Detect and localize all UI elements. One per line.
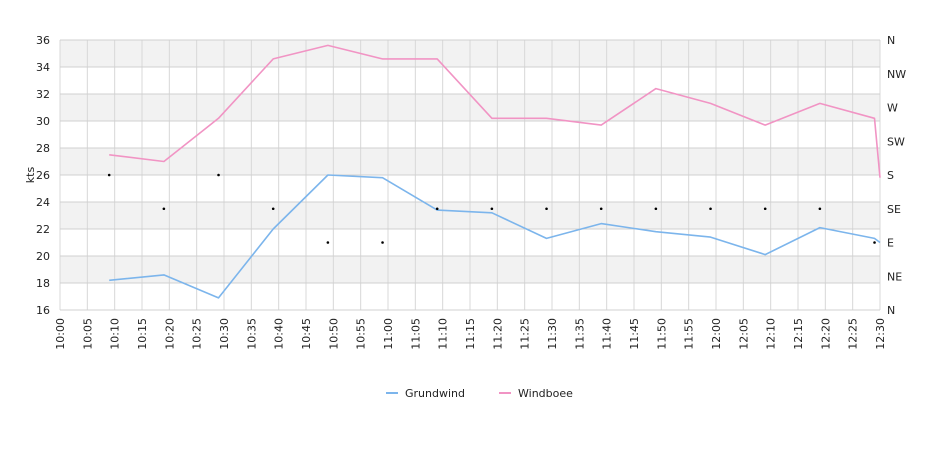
y2-tick-label: SW bbox=[887, 135, 905, 148]
legend[interactable]: Grundwind Windboee bbox=[386, 387, 573, 400]
y-axis-ticks: 16 18 20 22 24 26 28 30 32 34 36 bbox=[36, 34, 50, 317]
y2-tick-label: NW bbox=[887, 68, 906, 81]
y-tick-label: 28 bbox=[36, 142, 50, 155]
x-tick-label: 10:50 bbox=[327, 318, 340, 350]
direction-point bbox=[709, 207, 712, 211]
x-tick-label: 11:45 bbox=[628, 318, 641, 350]
direction-point bbox=[545, 207, 548, 211]
x-tick-label: 11:50 bbox=[655, 318, 668, 350]
x-tick-label: 11:05 bbox=[409, 318, 422, 350]
y-tick-label: 32 bbox=[36, 88, 50, 101]
x-tick-label: 11:25 bbox=[519, 318, 532, 350]
x-tick-label: 11:20 bbox=[491, 318, 504, 350]
x-tick-label: 10:30 bbox=[218, 318, 231, 350]
x-tick-label: 10:00 bbox=[54, 318, 67, 350]
x-tick-label: 11:15 bbox=[464, 318, 477, 350]
x-tick-label: 11:55 bbox=[683, 318, 696, 350]
x-axis-ticks: 10:00 10:05 10:10 10:15 10:20 10:25 10:30 10:35… bbox=[54, 318, 887, 350]
y-tick-label: 20 bbox=[36, 250, 50, 263]
y-tick-label: 26 bbox=[36, 169, 50, 182]
y-axis-label: kts bbox=[24, 167, 37, 184]
y-tick-label: 22 bbox=[36, 223, 50, 236]
x-tick-label: 12:30 bbox=[874, 318, 887, 350]
y2-tick-label: W bbox=[887, 102, 898, 115]
direction-point bbox=[873, 241, 876, 244]
x-tick-label: 10:55 bbox=[355, 318, 368, 350]
direction-point bbox=[381, 241, 384, 244]
x-tick-label: 11:00 bbox=[382, 318, 395, 350]
x-tick-label: 12:25 bbox=[847, 318, 860, 350]
direction-point bbox=[654, 207, 658, 211]
direction-point bbox=[818, 207, 822, 211]
direction-point bbox=[763, 207, 767, 211]
y-tick-label: 16 bbox=[36, 304, 50, 317]
x-tick-label: 12:10 bbox=[765, 318, 778, 350]
y2-tick-label: NE bbox=[887, 270, 902, 283]
direction-point bbox=[490, 207, 494, 211]
y-tick-label: 34 bbox=[36, 61, 50, 74]
series-lines bbox=[109, 44, 881, 299]
x-tick-label: 10:15 bbox=[136, 318, 149, 350]
legend-item[interactable]: Grundwind bbox=[386, 387, 465, 400]
legend-label: Windboee bbox=[518, 387, 573, 400]
direction-point bbox=[271, 207, 275, 211]
x-tick-label: 10:25 bbox=[191, 318, 204, 350]
direction-point bbox=[435, 207, 439, 211]
series-line[interactable] bbox=[109, 44, 881, 178]
x-tick-label: 10:20 bbox=[163, 318, 176, 350]
direction-point bbox=[162, 207, 166, 211]
y-tick-label: 36 bbox=[36, 34, 50, 47]
direction-markers bbox=[107, 173, 876, 244]
legend-item[interactable]: Windboee bbox=[499, 387, 573, 400]
direction-point bbox=[326, 241, 330, 244]
x-tick-label: 10:45 bbox=[300, 318, 313, 350]
y2-axis-direction-ticks: N NE E SE S SW W NW N bbox=[887, 34, 906, 317]
series-line[interactable] bbox=[109, 174, 881, 299]
x-tick-label: 12:00 bbox=[710, 318, 723, 350]
direction-point bbox=[107, 173, 111, 177]
x-tick-label: 11:30 bbox=[546, 318, 559, 350]
y2-tick-label: N bbox=[887, 34, 895, 47]
x-tick-label: 11:40 bbox=[601, 318, 614, 350]
legend-label: Grundwind bbox=[405, 387, 465, 400]
x-tick-label: 11:10 bbox=[437, 318, 450, 350]
y2-tick-label: SE bbox=[887, 203, 901, 216]
x-tick-label: 10:05 bbox=[81, 318, 94, 350]
y-tick-label: 30 bbox=[36, 115, 50, 128]
x-tick-label: 12:15 bbox=[792, 318, 805, 350]
y-tick-label: 24 bbox=[36, 196, 50, 209]
y2-tick-label: S bbox=[887, 169, 894, 182]
x-tick-label: 10:40 bbox=[273, 318, 286, 350]
y-tick-label: 18 bbox=[36, 277, 50, 290]
x-tick-label: 12:20 bbox=[819, 318, 832, 350]
x-tick-label: 11:35 bbox=[573, 318, 586, 350]
direction-point bbox=[599, 207, 603, 211]
horizontal-gridlines bbox=[60, 39, 880, 311]
x-tick-label: 12:05 bbox=[737, 318, 750, 350]
x-tick-label: 10:10 bbox=[109, 318, 122, 350]
x-tick-label: 10:35 bbox=[245, 318, 258, 350]
y2-tick-label: N bbox=[887, 304, 895, 317]
direction-point bbox=[217, 173, 220, 177]
y2-tick-label: E bbox=[887, 237, 894, 250]
